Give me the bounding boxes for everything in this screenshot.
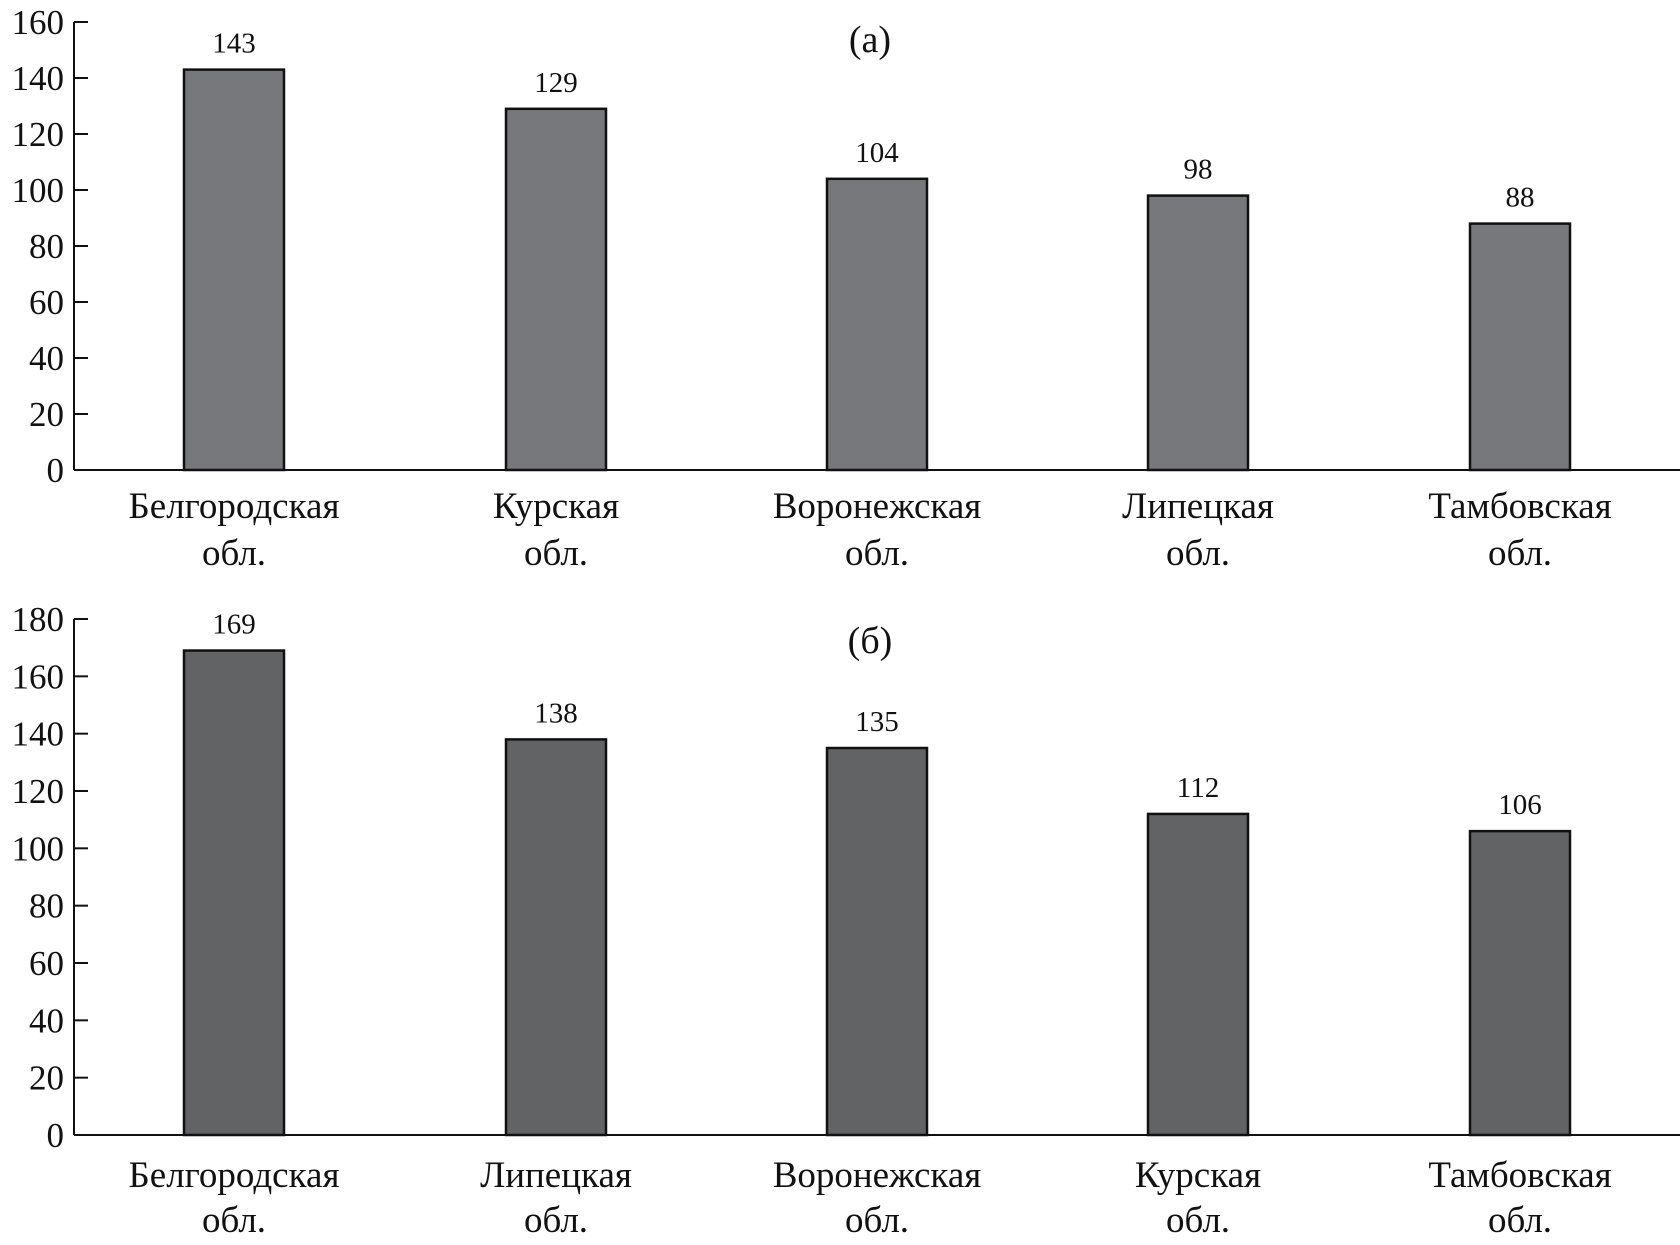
data-label: 135 <box>855 706 899 738</box>
bar <box>182 68 286 472</box>
y-tick-label: 100 <box>12 829 65 868</box>
y-tick-label: 120 <box>12 772 65 811</box>
panel-label: (а) <box>849 19 891 61</box>
x-category-label: Курская <box>493 486 619 527</box>
data-label: 143 <box>212 28 256 60</box>
y-tick-label: 20 <box>29 395 64 434</box>
y-tick-label: 60 <box>29 944 64 983</box>
y-tick-label: 0 <box>47 1116 65 1155</box>
bar <box>825 177 929 472</box>
x-category-label: Липецкая <box>1122 486 1274 527</box>
y-tick-label: 120 <box>12 115 65 154</box>
y-tick-label: 40 <box>29 339 64 378</box>
x-category-label: Белгородская <box>129 486 340 527</box>
y-tick-label: 140 <box>12 715 65 754</box>
bar <box>1468 829 1572 1137</box>
y-tick-label: 80 <box>29 227 64 266</box>
bar <box>1146 812 1250 1137</box>
x-category-label-line2: обл. <box>1488 1200 1552 1241</box>
y-tick-label: 160 <box>12 657 65 696</box>
y-tick-label: 40 <box>29 1001 64 1040</box>
data-label: 104 <box>855 137 899 169</box>
data-label: 112 <box>1177 772 1219 804</box>
data-label: 129 <box>534 67 578 99</box>
x-category-label-line2: обл. <box>524 533 588 574</box>
bar <box>825 746 929 1137</box>
x-category-label: Воронежская <box>773 486 982 527</box>
x-category-label-line2: обл. <box>524 1200 588 1241</box>
bar <box>504 107 608 472</box>
x-category-label-line2: обл. <box>845 1200 909 1241</box>
panel-label: (б) <box>848 620 893 662</box>
chart-panel-a: 0 20 40 60 80 100 120 140 160 143 Белгородская обл.… <box>12 3 1680 574</box>
data-label: 169 <box>212 609 256 641</box>
x-category-label: Воронежская <box>773 1155 982 1196</box>
y-tick-label: 140 <box>12 59 65 98</box>
bar <box>1468 222 1572 472</box>
bar <box>1146 194 1250 472</box>
bar <box>182 649 286 1137</box>
data-label: 98 <box>1184 154 1213 186</box>
y-tick-label: 80 <box>29 887 64 926</box>
x-category-label-line2: обл. <box>1166 533 1230 574</box>
x-category-label: Тамбовская <box>1428 1155 1611 1196</box>
x-category-label-line2: обл. <box>845 533 909 574</box>
x-category-label: Курская <box>1135 1155 1261 1196</box>
y-tick-label: 100 <box>12 171 65 210</box>
x-category-label: Тамбовская <box>1428 486 1611 527</box>
data-label: 88 <box>1506 182 1535 214</box>
y-tick-label: 0 <box>47 451 65 490</box>
x-category-label-line2: обл. <box>1166 1200 1230 1241</box>
y-tick-label: 180 <box>12 600 65 639</box>
data-label: 106 <box>1498 789 1542 821</box>
x-category-label-line2: обл. <box>202 1200 266 1241</box>
y-tick-label: 60 <box>29 283 64 322</box>
x-category-label-line2: обл. <box>202 533 266 574</box>
x-category-label: Белгородская <box>129 1155 340 1196</box>
bar <box>504 738 608 1137</box>
x-category-label-line2: обл. <box>1488 533 1552 574</box>
data-label: 138 <box>534 697 578 729</box>
y-tick-label: 20 <box>29 1059 64 1098</box>
x-category-label: Липецкая <box>480 1155 632 1196</box>
y-tick-label: 160 <box>12 3 65 42</box>
